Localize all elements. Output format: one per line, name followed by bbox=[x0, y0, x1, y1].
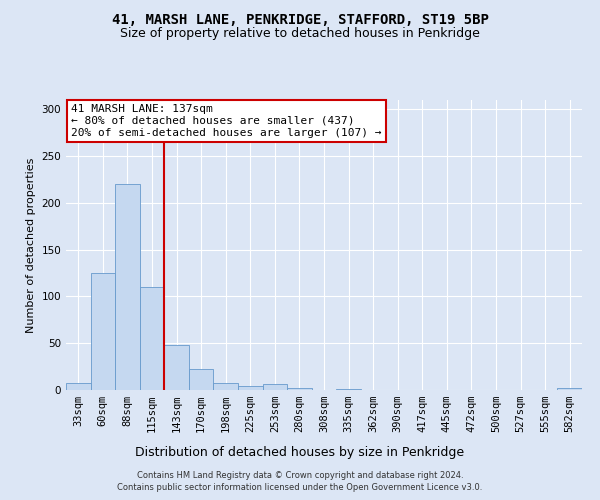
Y-axis label: Number of detached properties: Number of detached properties bbox=[26, 158, 36, 332]
Bar bbox=[115, 184, 140, 390]
Bar bbox=[66, 382, 91, 390]
Bar bbox=[214, 382, 238, 390]
Text: Distribution of detached houses by size in Penkridge: Distribution of detached houses by size … bbox=[136, 446, 464, 459]
Text: 41, MARSH LANE, PENKRIDGE, STAFFORD, ST19 5BP: 41, MARSH LANE, PENKRIDGE, STAFFORD, ST1… bbox=[112, 12, 488, 26]
Bar bbox=[557, 388, 582, 390]
Text: 41 MARSH LANE: 137sqm
← 80% of detached houses are smaller (437)
20% of semi-det: 41 MARSH LANE: 137sqm ← 80% of detached … bbox=[71, 104, 382, 138]
Bar bbox=[189, 370, 214, 390]
Text: Size of property relative to detached houses in Penkridge: Size of property relative to detached ho… bbox=[120, 28, 480, 40]
Bar bbox=[263, 384, 287, 390]
Bar bbox=[336, 389, 361, 390]
Bar bbox=[91, 273, 115, 390]
Text: Contains HM Land Registry data © Crown copyright and database right 2024.
Contai: Contains HM Land Registry data © Crown c… bbox=[118, 471, 482, 492]
Bar bbox=[140, 287, 164, 390]
Bar bbox=[164, 345, 189, 390]
Bar bbox=[238, 386, 263, 390]
Bar bbox=[287, 388, 312, 390]
